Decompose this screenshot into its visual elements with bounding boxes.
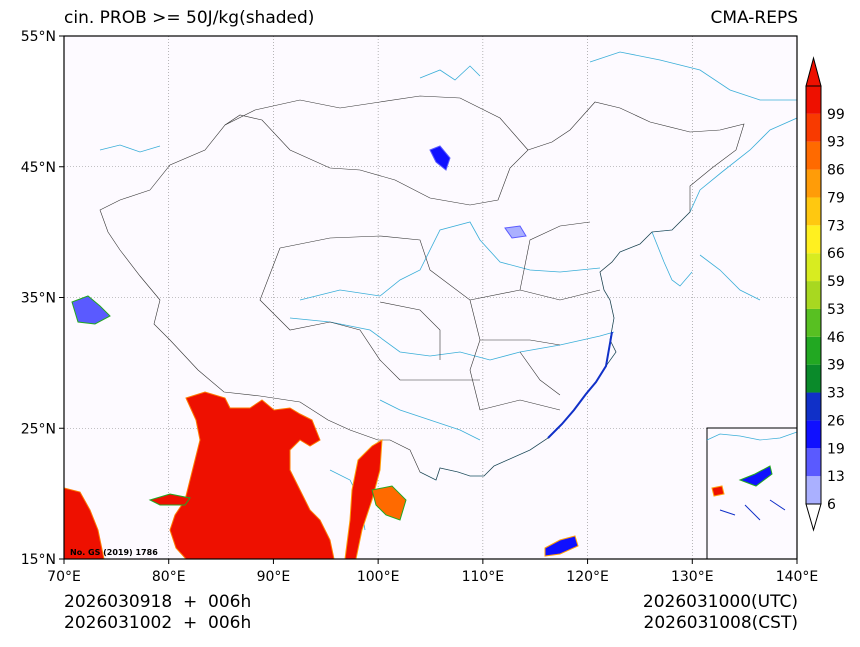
x-tick-label: 70°E	[47, 569, 81, 585]
x-tick-label: 140°E	[776, 569, 819, 585]
chart-title: cin. PROB >= 50J/kg(shaded)	[64, 8, 315, 28]
x-tick-label: 80°E	[152, 569, 186, 585]
yellow-river	[299, 221, 601, 301]
colorbar-label: 19	[827, 441, 845, 457]
colorbar-swatch	[806, 308, 821, 337]
colorbar-swatch	[806, 364, 821, 393]
colorbar-frame	[805, 85, 822, 505]
colorbar: 6 13 19 26 33 39 46 53 59 66 73 79 86 93 99	[805, 56, 845, 532]
colorbar-swatch	[806, 476, 821, 504]
prob-region-taklamakan	[429, 145, 451, 171]
y-tick-label: 45°N	[21, 160, 56, 176]
colorbar-label: 33	[827, 386, 845, 402]
colorbar-label: 53	[827, 302, 845, 318]
coastline-russia-far-east	[589, 51, 797, 101]
prob-region-pakistan	[64, 487, 105, 559]
prob-region-south-china-sea	[544, 535, 579, 557]
colorbar-label: 86	[827, 163, 845, 179]
colorbar-min-arrow	[805, 503, 822, 532]
colorbar-swatch	[806, 197, 821, 226]
colorbar-swatch	[806, 113, 821, 142]
coastline-korea-japan	[651, 231, 761, 301]
init-line-1: 2026030918 + 006h	[64, 592, 252, 612]
init-line-2: 2026031002 + 006h	[64, 613, 252, 633]
init-time: 2026030918 + 006h 2026031002 + 006h	[64, 592, 251, 634]
colorbar-max-arrow	[805, 56, 822, 87]
prob-region-thailand-spots	[371, 485, 407, 521]
lake-baikal	[419, 65, 481, 81]
colorbar-swatch	[806, 392, 821, 421]
colorbar-swatch	[806, 86, 821, 114]
colorbar-label: 79	[827, 190, 845, 206]
china-border	[99, 101, 745, 481]
colorbar-swatch	[806, 253, 821, 282]
colorbar-label: 26	[827, 413, 845, 429]
colorbar-label: 73	[827, 218, 845, 234]
colorbar-label: 13	[827, 469, 845, 485]
y-tick-label: 35°N	[21, 291, 56, 307]
colorbar-label: 39	[827, 358, 845, 374]
colorbar-label: 99	[827, 107, 845, 123]
prob-region-tibet-edge	[71, 295, 111, 325]
prob-region-fujian-coast	[547, 331, 613, 439]
x-tick-label: 110°E	[462, 569, 505, 585]
colorbar-label: 66	[827, 246, 845, 262]
valid-cst: 2026031008(CST)	[643, 613, 798, 633]
valid-time: 2026031000(UTC) 2026031008(CST)	[643, 592, 798, 634]
colorbar-swatch	[806, 225, 821, 254]
colorbar-label: 6	[827, 497, 836, 513]
y-tick-label: 25°N	[21, 421, 56, 437]
colorbar-swatch	[806, 169, 821, 198]
caspian-coast	[99, 144, 161, 153]
colorbar-swatch	[806, 448, 821, 477]
yangtze-river	[289, 317, 615, 361]
x-tick-label: 120°E	[566, 569, 609, 585]
x-tick-label: 90°E	[257, 569, 291, 585]
colorbar-label: 46	[827, 330, 845, 346]
prob-region-north-china	[504, 225, 527, 239]
valid-utc: 2026031000(UTC)	[642, 592, 798, 612]
pearl-river	[379, 399, 481, 441]
colorbar-swatch	[806, 336, 821, 365]
colorbar-label: 59	[827, 274, 845, 290]
x-tick-label: 130°E	[671, 569, 714, 585]
x-tick-label: 100°E	[357, 569, 400, 585]
y-tick-label: 15°N	[21, 552, 56, 568]
colorbar-label: 93	[827, 135, 845, 151]
prob-region-arabian-spot	[148, 493, 191, 506]
prob-region-myanmar-strip	[344, 439, 383, 559]
colorbar-swatch	[806, 141, 821, 170]
model-name: CMA-REPS	[710, 8, 798, 28]
province-borders	[259, 221, 601, 411]
colorbar-swatch	[806, 281, 821, 309]
map-credit: No. GS (2019) 1786	[70, 548, 158, 557]
south-china-sea-inset	[706, 427, 798, 560]
mongolia-border	[224, 95, 529, 151]
colorbar-swatch	[806, 420, 821, 449]
y-tick-label: 55°N	[21, 29, 56, 45]
